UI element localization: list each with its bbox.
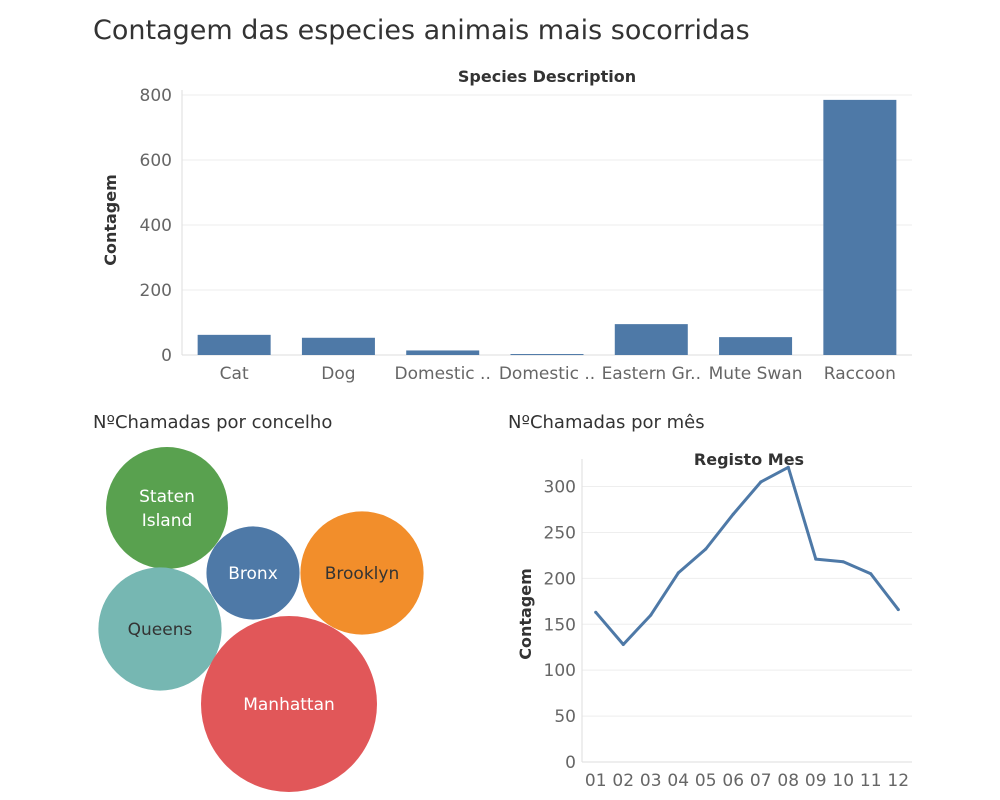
bar	[823, 99, 897, 355]
line-chart-title: NºChamadas por mês	[508, 412, 705, 433]
bar-chart-title: Species Description	[458, 67, 636, 86]
bar-y-tick-label: 0	[161, 346, 172, 366]
bar-x-tick-label: Cat	[220, 364, 249, 384]
bar-x-tick-label: Dog	[321, 364, 355, 384]
bar	[510, 354, 584, 356]
bar-y-tick-label: 200	[140, 281, 172, 301]
bar-y-tick-label: 600	[140, 151, 172, 171]
bar-y-tick-label: 400	[140, 216, 172, 236]
bar-x-tick-label: Raccoon	[824, 364, 896, 384]
bar-y-axis-label: Contagem	[101, 174, 120, 266]
bar-x-tick-label: Domestic ..	[499, 364, 595, 384]
bar-x-tick-label: Domestic ..	[395, 364, 491, 384]
bar	[614, 324, 688, 355]
bar	[406, 350, 480, 355]
bar-x-tick-label: Eastern Gr..	[602, 364, 701, 384]
bar-x-tick-label: Mute Swan	[709, 364, 803, 384]
bar	[197, 334, 271, 355]
bubble-chart-title: NºChamadas por concelho	[93, 412, 333, 433]
bar-y-tick-label: 800	[140, 86, 172, 106]
dashboard-title: Contagem das especies animais mais socor…	[93, 15, 750, 46]
bar	[301, 337, 375, 355]
bar	[719, 337, 793, 355]
